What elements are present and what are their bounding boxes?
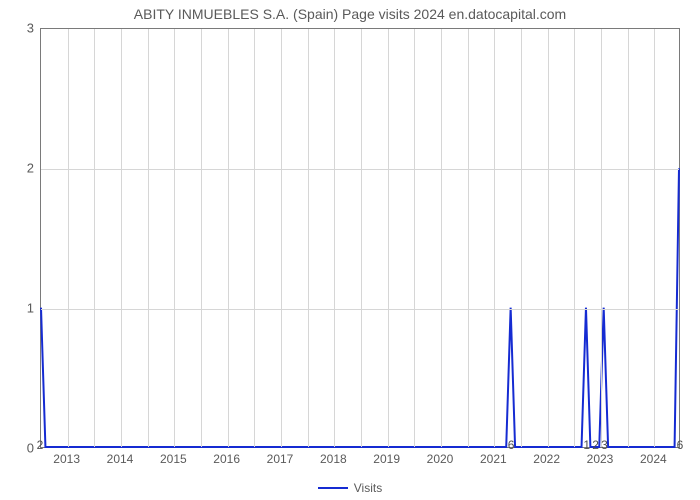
grid-vertical	[441, 29, 442, 447]
x-tick-label: 2014	[107, 452, 134, 466]
grid-vertical	[94, 29, 95, 447]
plot-area	[40, 28, 680, 448]
grid-vertical	[414, 29, 415, 447]
chart-title: ABITY INMUEBLES S.A. (Spain) Page visits…	[0, 6, 700, 22]
grid-vertical	[68, 29, 69, 447]
grid-horizontal	[41, 169, 679, 170]
value-label: 6	[677, 438, 684, 452]
x-tick-label: 2017	[267, 452, 294, 466]
grid-vertical	[521, 29, 522, 447]
grid-vertical	[601, 29, 602, 447]
x-tick-label: 2021	[480, 452, 507, 466]
x-tick-label: 2018	[320, 452, 347, 466]
legend-swatch	[318, 487, 348, 489]
y-tick-2: 2	[10, 161, 34, 176]
value-label: 2	[37, 438, 44, 452]
grid-vertical	[361, 29, 362, 447]
grid-vertical	[574, 29, 575, 447]
value-label: 2	[592, 438, 599, 452]
grid-vertical	[228, 29, 229, 447]
chart-container: ABITY INMUEBLES S.A. (Spain) Page visits…	[0, 0, 700, 500]
legend-label: Visits	[354, 481, 382, 495]
grid-vertical	[334, 29, 335, 447]
x-tick-label: 2013	[53, 452, 80, 466]
grid-vertical	[254, 29, 255, 447]
value-label: 6	[508, 438, 515, 452]
grid-vertical	[174, 29, 175, 447]
legend: Visits	[0, 480, 700, 495]
grid-vertical	[548, 29, 549, 447]
x-tick-label: 2024	[640, 452, 667, 466]
x-tick-label: 2019	[373, 452, 400, 466]
grid-vertical	[468, 29, 469, 447]
x-tick-label: 2016	[213, 452, 240, 466]
x-tick-label: 2015	[160, 452, 187, 466]
x-tick-label: 2022	[533, 452, 560, 466]
value-label: 3	[601, 438, 608, 452]
grid-vertical	[121, 29, 122, 447]
y-tick-3: 3	[10, 21, 34, 36]
y-tick-0: 0	[10, 441, 34, 456]
y-tick-1: 1	[10, 301, 34, 316]
x-tick-label: 2020	[427, 452, 454, 466]
x-tick-label: 2023	[587, 452, 614, 466]
grid-vertical	[281, 29, 282, 447]
grid-vertical	[494, 29, 495, 447]
grid-vertical	[628, 29, 629, 447]
grid-vertical	[388, 29, 389, 447]
grid-vertical	[148, 29, 149, 447]
value-label: 1	[583, 438, 590, 452]
grid-vertical	[654, 29, 655, 447]
grid-vertical	[308, 29, 309, 447]
grid-vertical	[201, 29, 202, 447]
grid-horizontal	[41, 309, 679, 310]
series-line	[41, 29, 679, 447]
